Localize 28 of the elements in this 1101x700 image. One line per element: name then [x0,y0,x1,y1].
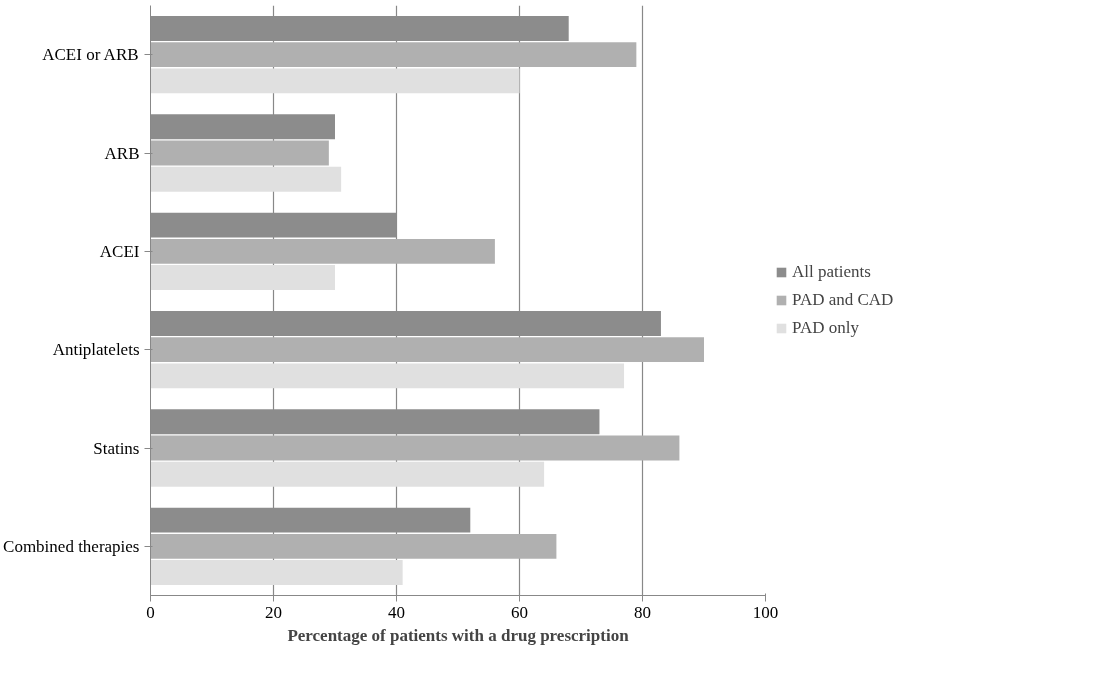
x-tick-label: 60 [511,602,528,622]
y-tick-label: ARB [104,143,140,163]
x-tick-label: 0 [146,602,155,622]
bar [150,560,403,586]
x-tick-label: 100 [752,602,779,622]
x-axis-title: Percentage of patients with a drug prescription [287,625,630,645]
bar [150,42,637,68]
legend-label: PAD and CAD [792,290,894,310]
bar [150,533,557,559]
bar [150,363,625,389]
bar [150,68,520,94]
y-tick-label: Combined therapies [3,536,140,556]
bar [150,265,335,291]
y-tick-label: Statins [93,438,140,458]
bar [150,337,704,363]
x-tick-label: 80 [634,602,651,622]
x-tick-label: 20 [265,602,282,622]
legend-label: PAD only [792,318,859,338]
y-tick-label: Antiplatelets [52,340,140,360]
y-tick-label: ACEI or ARB [42,45,139,65]
legend-label: All patients [792,262,871,282]
bar [150,435,680,461]
x-tick-label: 40 [388,602,405,622]
bar [150,461,545,487]
bar [150,166,342,192]
y-tick-label: ACEI [99,241,140,261]
bar [150,238,495,264]
bar [150,140,329,166]
